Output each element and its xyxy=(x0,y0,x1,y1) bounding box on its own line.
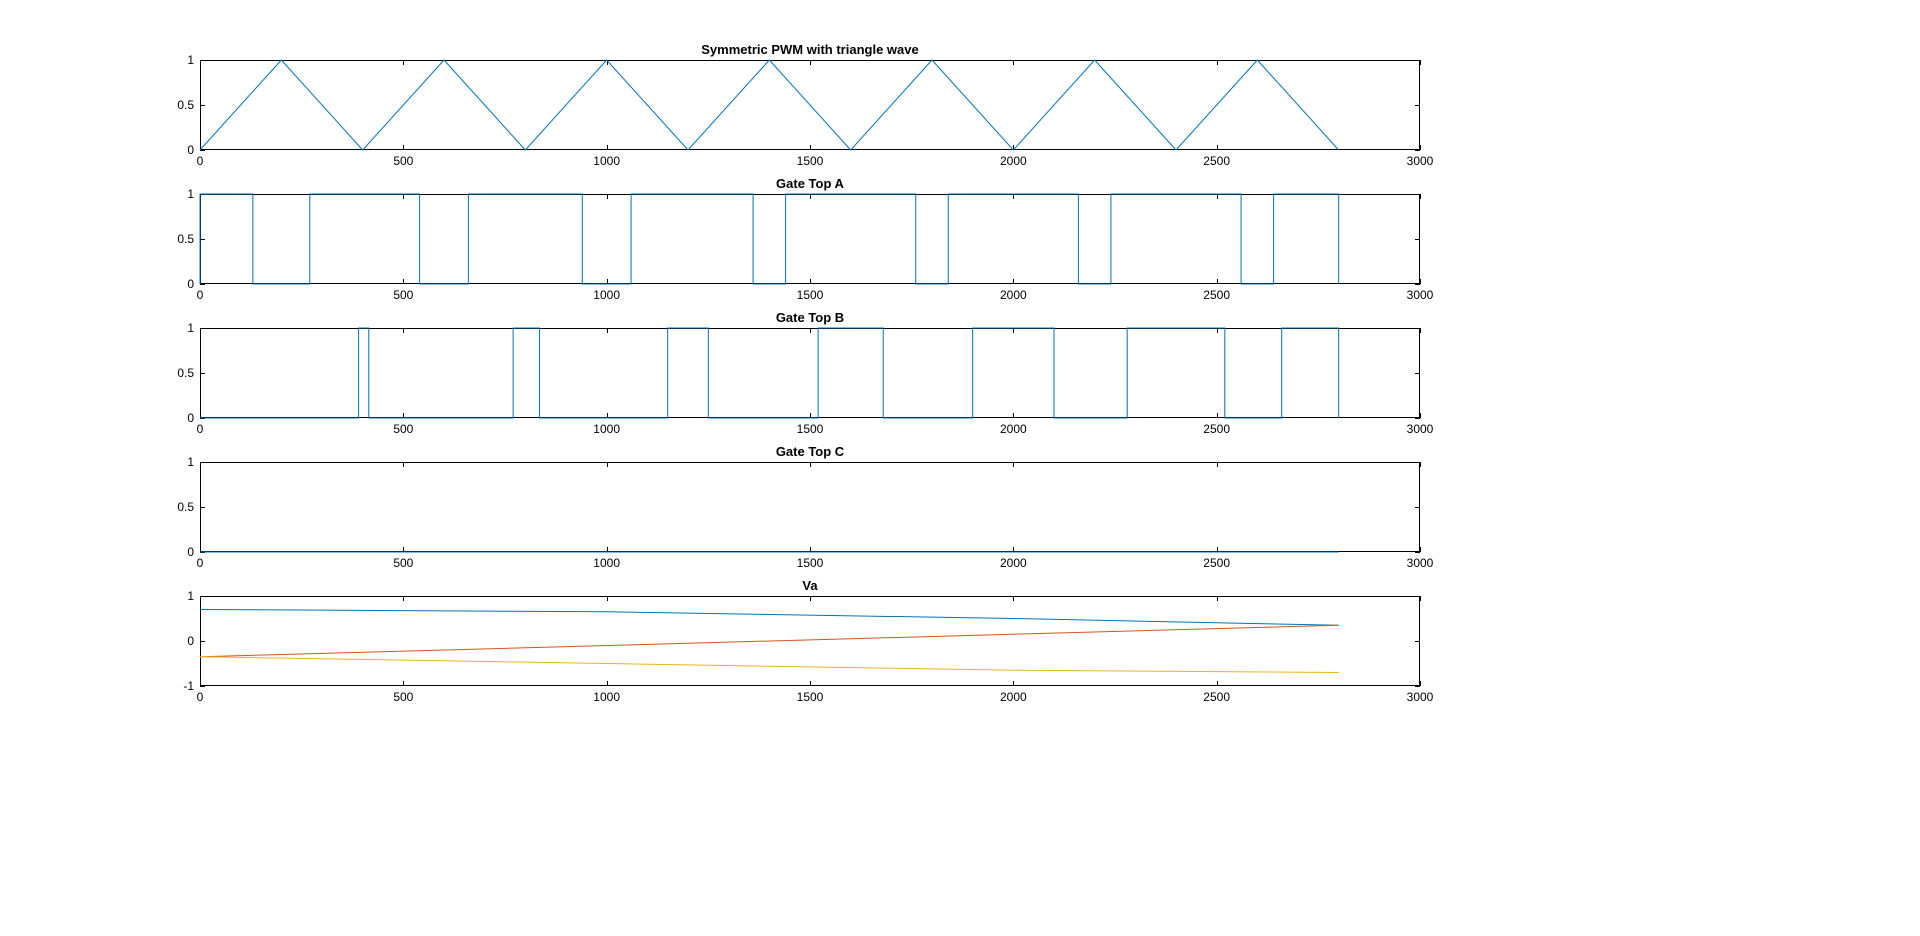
series-line xyxy=(200,328,1339,418)
series-line xyxy=(200,194,1339,284)
ytick-mark xyxy=(200,686,205,687)
ytick-label: 1 xyxy=(187,53,194,67)
ytick-label: 1 xyxy=(187,455,194,469)
xtick-label: 3000 xyxy=(1407,422,1434,436)
xtick-label: 2000 xyxy=(1000,154,1027,168)
xtick-mark-top xyxy=(1420,462,1421,467)
xtick-mark-top xyxy=(1420,328,1421,333)
plot-canvas xyxy=(200,194,1420,284)
ytick-label: 0 xyxy=(187,277,194,291)
xtick-mark-top xyxy=(1420,194,1421,199)
xtick-label: 3000 xyxy=(1407,556,1434,570)
series-line xyxy=(200,625,1339,657)
ytick-mark-right xyxy=(1415,150,1420,151)
xtick-label: 0 xyxy=(197,422,204,436)
xtick-label: 2500 xyxy=(1203,556,1230,570)
subplot-gate_a: Gate Top A05001000150020002500300000.51 xyxy=(200,194,1420,284)
xtick-label: 0 xyxy=(197,556,204,570)
xtick-label: 1000 xyxy=(593,154,620,168)
ytick-label: 1 xyxy=(187,187,194,201)
plot-title: Gate Top A xyxy=(200,176,1420,191)
xtick-label: 1500 xyxy=(797,154,824,168)
xtick-label: 2500 xyxy=(1203,422,1230,436)
xtick-mark-top xyxy=(1420,60,1421,65)
xtick-label: 1000 xyxy=(593,288,620,302)
ytick-mark-right xyxy=(1415,284,1420,285)
xtick-label: 2500 xyxy=(1203,154,1230,168)
plot-canvas xyxy=(200,462,1420,552)
subplot-va: Va050010001500200025003000-101 xyxy=(200,596,1420,686)
ytick-label: 0 xyxy=(187,545,194,559)
subplot-triangle: Symmetric PWM with triangle wave05001000… xyxy=(200,60,1420,150)
figure: Symmetric PWM with triangle wave05001000… xyxy=(0,0,1920,936)
xtick-label: 0 xyxy=(197,288,204,302)
xtick-label: 1500 xyxy=(797,288,824,302)
xtick-label: 500 xyxy=(393,154,413,168)
plot-canvas xyxy=(200,596,1420,686)
xtick-label: 1000 xyxy=(593,556,620,570)
xtick-label: 0 xyxy=(197,154,204,168)
ytick-label: -1 xyxy=(183,679,194,693)
xtick-label: 500 xyxy=(393,556,413,570)
ytick-mark xyxy=(200,150,205,151)
ytick-label: 1 xyxy=(187,589,194,603)
series-line xyxy=(200,657,1339,673)
ytick-mark-right xyxy=(1415,552,1420,553)
xtick-label: 500 xyxy=(393,690,413,704)
ytick-mark-right xyxy=(1415,418,1420,419)
ytick-label: 0 xyxy=(187,634,194,648)
xtick-label: 2500 xyxy=(1203,288,1230,302)
series-line xyxy=(200,60,1339,150)
ytick-label: 0.5 xyxy=(177,500,194,514)
series-line xyxy=(200,610,1339,626)
subplot-gate_b: Gate Top B05001000150020002500300000.51 xyxy=(200,328,1420,418)
xtick-label: 500 xyxy=(393,288,413,302)
plot-canvas xyxy=(200,60,1420,150)
plot-title: Gate Top B xyxy=(200,310,1420,325)
xtick-label: 2000 xyxy=(1000,690,1027,704)
xtick-label: 3000 xyxy=(1407,690,1434,704)
xtick-label: 1500 xyxy=(797,556,824,570)
xtick-mark xyxy=(1420,145,1421,150)
xtick-mark xyxy=(1420,681,1421,686)
xtick-label: 1500 xyxy=(797,690,824,704)
ytick-label: 0 xyxy=(187,411,194,425)
xtick-label: 2000 xyxy=(1000,556,1027,570)
xtick-label: 1000 xyxy=(593,422,620,436)
xtick-label: 1500 xyxy=(797,422,824,436)
ytick-label: 0.5 xyxy=(177,98,194,112)
xtick-label: 3000 xyxy=(1407,288,1434,302)
ytick-label: 0.5 xyxy=(177,232,194,246)
ytick-label: 1 xyxy=(187,321,194,335)
plot-title: Gate Top C xyxy=(200,444,1420,459)
xtick-mark xyxy=(1420,279,1421,284)
xtick-label: 2500 xyxy=(1203,690,1230,704)
xtick-label: 3000 xyxy=(1407,154,1434,168)
plot-title: Va xyxy=(200,578,1420,593)
subplot-gate_c: Gate Top C05001000150020002500300000.51 xyxy=(200,462,1420,552)
xtick-label: 2000 xyxy=(1000,288,1027,302)
xtick-mark-top xyxy=(1420,596,1421,601)
xtick-label: 2000 xyxy=(1000,422,1027,436)
plot-canvas xyxy=(200,328,1420,418)
xtick-label: 0 xyxy=(197,690,204,704)
xtick-label: 500 xyxy=(393,422,413,436)
plot-title: Symmetric PWM with triangle wave xyxy=(200,42,1420,57)
xtick-mark xyxy=(1420,413,1421,418)
ytick-label: 0 xyxy=(187,143,194,157)
xtick-label: 1000 xyxy=(593,690,620,704)
ytick-mark-right xyxy=(1415,686,1420,687)
xtick-mark xyxy=(1420,547,1421,552)
ytick-label: 0.5 xyxy=(177,366,194,380)
ytick-mark xyxy=(200,284,205,285)
